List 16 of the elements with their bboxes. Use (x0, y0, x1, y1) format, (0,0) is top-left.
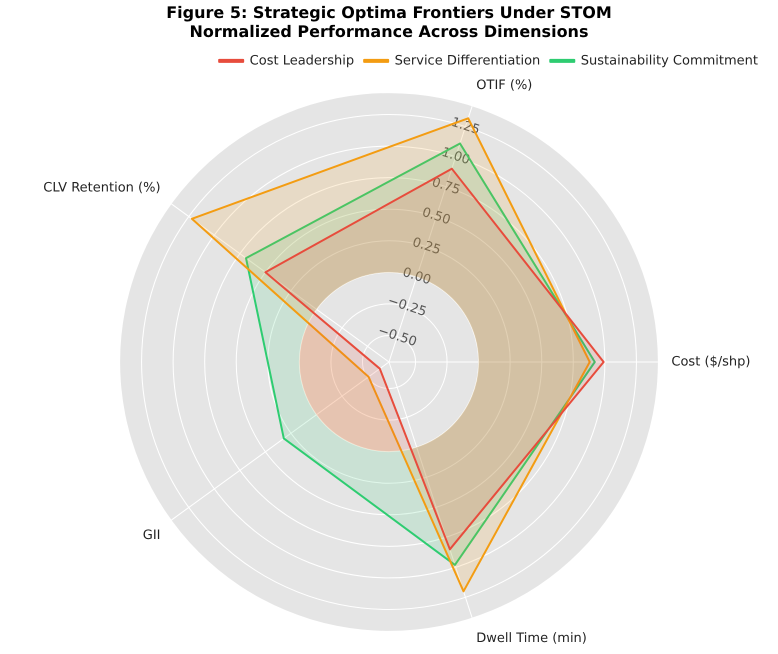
text: Figure 5: Strategic Optima Frontiers Under STOM (166, 2, 612, 22)
y-tick-label: 0.25 (410, 235, 443, 258)
spoke-label: CLV Retention (%) (43, 180, 161, 196)
y-tick-label: −0.50 (376, 323, 418, 350)
spoke-label: OTIF (%) (476, 78, 532, 93)
y-tick-label: −0.25 (386, 293, 428, 320)
spoke-label: Dwell Time (min) (476, 630, 587, 646)
y-tick-label: 0.00 (400, 265, 433, 288)
text: Normalized Performance Across Dimensions (190, 22, 588, 41)
y-tick-label: 0.50 (420, 204, 452, 228)
legend-label: Cost Leadership (250, 53, 354, 68)
legend-label: Service Differentiation (394, 53, 540, 68)
y-tick-label: 0.75 (430, 174, 462, 198)
spoke-label: GII (142, 528, 161, 544)
legend-label: Sustainability Commitment (580, 53, 758, 68)
spoke-label: Cost ($/shp) (671, 354, 750, 370)
